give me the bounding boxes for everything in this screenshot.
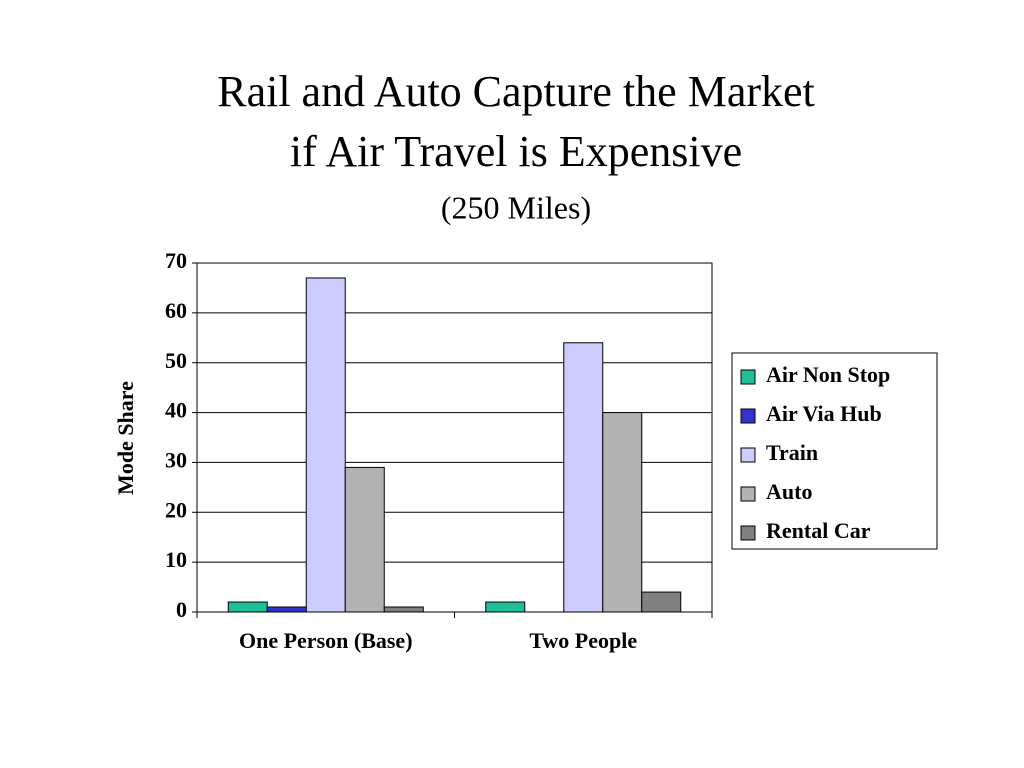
legend-box — [731, 352, 938, 550]
y-tick-label: 20 — [165, 497, 187, 522]
y-tick-label: 60 — [165, 298, 187, 323]
legend-label: Rental Car — [766, 518, 871, 543]
bar — [344, 466, 385, 613]
bar — [602, 412, 643, 613]
chart-title: Rail and Auto Capture the Market — [217, 67, 815, 116]
legend-swatch — [740, 369, 756, 385]
legend-label: Air Non Stop — [766, 362, 890, 387]
legend-swatch — [740, 408, 756, 424]
bar — [266, 606, 307, 613]
y-tick-label: 10 — [165, 547, 187, 572]
bar — [641, 591, 682, 613]
legend-swatch — [740, 447, 756, 463]
chart-title: if Air Travel is Expensive — [290, 127, 742, 176]
bar — [563, 342, 604, 613]
x-tick-label: Two People — [529, 628, 637, 653]
y-tick-label: 50 — [165, 348, 187, 373]
bar — [227, 601, 268, 613]
legend-label: Train — [766, 440, 818, 465]
y-tick-label: 0 — [176, 597, 187, 622]
legend-label: Auto — [766, 479, 812, 504]
legend-label: Air Via Hub — [766, 401, 882, 426]
y-tick-label: 40 — [165, 398, 187, 423]
legend-swatch — [740, 486, 756, 502]
y-axis-label: Mode Share — [113, 381, 138, 495]
bar — [485, 601, 526, 613]
bar — [305, 277, 346, 613]
x-tick-label: One Person (Base) — [239, 628, 413, 653]
legend-swatch — [740, 525, 756, 541]
y-tick-label: 70 — [165, 248, 187, 273]
chart-subtitle: (250 Miles) — [441, 189, 591, 225]
bar — [383, 606, 424, 613]
y-tick-label: 30 — [165, 447, 187, 472]
